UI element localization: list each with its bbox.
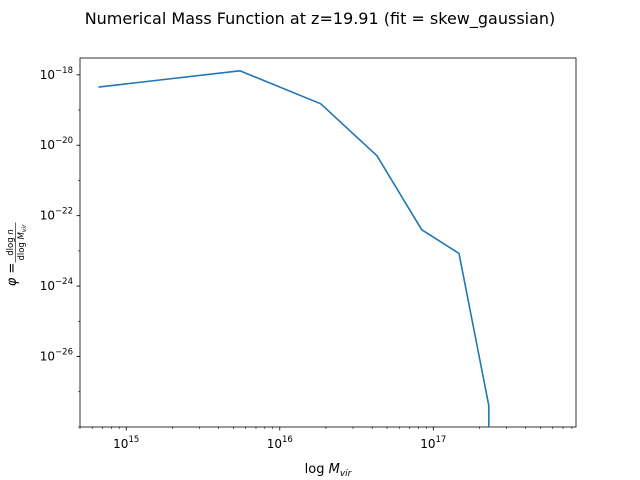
y-label-denominator: dlog Mvir — [17, 224, 28, 261]
y-tick-label: 10−26 — [40, 348, 73, 364]
y-label-phi: φ = — [5, 263, 20, 287]
y-tick-label: 10−22 — [40, 207, 73, 223]
x-axis-label: log Mvir — [305, 462, 353, 479]
x-tick-label: 1017 — [420, 435, 446, 451]
y-tick-label: 10−20 — [40, 136, 73, 152]
y-tick-label: 10−18 — [40, 66, 73, 82]
chart-title: Numerical Mass Function at z=19.91 (fit … — [85, 9, 556, 29]
axes: 1015 1016 1017 10−18 10−20 10−22 10−24 10−26 — [40, 57, 577, 451]
y-label-numerator: dlog n — [6, 229, 16, 255]
plot-frame — [79, 57, 577, 428]
series-layer — [98, 69, 490, 427]
x-tick-label: 1016 — [267, 435, 293, 451]
series-line — [98, 69, 490, 427]
y-tick-label: 10−24 — [40, 277, 73, 293]
x-axis-label-text: log Mvir — [305, 462, 353, 479]
x-tick-label: 1015 — [113, 435, 139, 451]
